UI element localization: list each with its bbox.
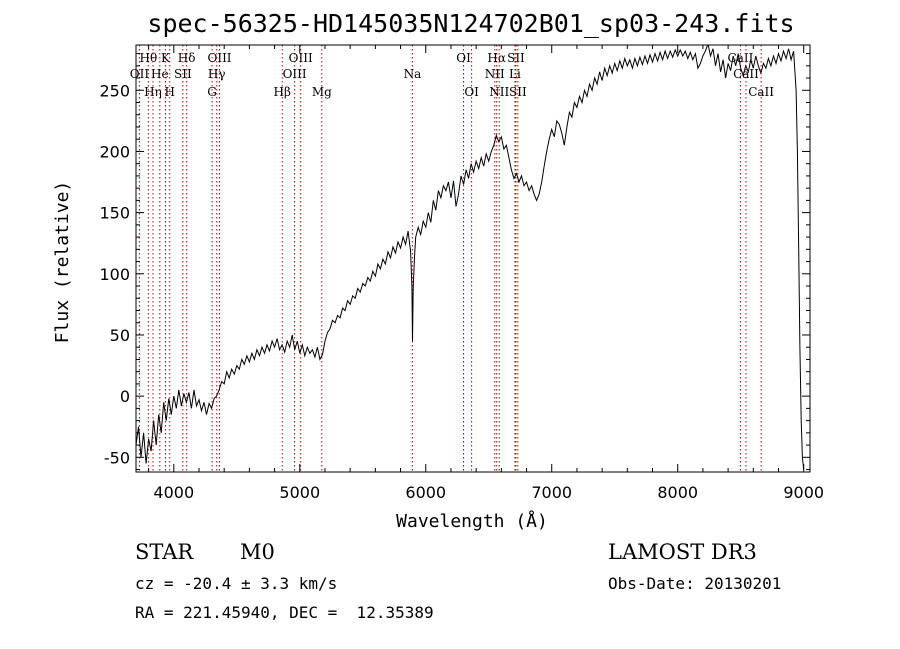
x-tick-label-1: 5000	[279, 483, 320, 502]
line-label-15: Na	[404, 67, 422, 81]
y-tick-label-6: 250	[99, 81, 130, 100]
line-label-14: Mg	[312, 85, 332, 99]
line-label-26: CaII	[748, 85, 774, 99]
line-label-23: SII	[509, 85, 527, 99]
line-label-1: OII	[130, 67, 150, 81]
y-tick-label-0: -50	[104, 448, 130, 467]
spectral-line-markers: Hθ OII Hη He K H Hδ SII OIII Hγ G Hβ OIII OIII Mg Na OI O…	[130, 45, 774, 472]
line-label-16: OI	[456, 51, 471, 65]
line-label-12: OIII	[283, 67, 307, 81]
y-tick-label-4: 150	[99, 204, 130, 223]
line-label-17: OI	[464, 85, 479, 99]
line-label-20: NII	[489, 85, 509, 99]
line-label-5: H	[165, 85, 175, 99]
spectrum-series-0	[136, 45, 805, 470]
line-label-11: Hβ	[274, 85, 291, 99]
line-label-21: SII	[507, 51, 525, 65]
plot-area	[136, 45, 805, 470]
x-axis-label: Wavelength (Å)	[396, 510, 548, 532]
y-tick-label-1: 0	[120, 387, 130, 406]
line-label-24: CaII	[728, 51, 754, 65]
chart-title: spec-56325-HD145035N124702B01_sp03-243.f…	[147, 9, 794, 38]
observation-date: Obs-Date: 20130201	[608, 574, 782, 593]
x-tick-label-0: 4000	[153, 483, 194, 502]
line-label-18: NII	[485, 67, 505, 81]
axis-ticks: 4000 5000 6000 7000 8000 9000 -50 0 50 100 150 200 2…	[99, 45, 824, 502]
line-label-2: Hη	[144, 85, 162, 99]
line-label-7: SII	[174, 67, 192, 81]
object-class: STAR	[135, 540, 194, 564]
line-label-4: K	[161, 51, 171, 65]
redshift-velocity: cz = -20.4 ± 3.3 km/s	[135, 574, 338, 593]
line-label-3: He	[151, 67, 169, 81]
object-subclass: M0	[240, 540, 275, 564]
line-label-22: Li	[509, 67, 521, 81]
line-label-9: Hγ	[208, 67, 226, 81]
line-label-25: CaII	[733, 67, 759, 81]
y-tick-label-3: 100	[99, 265, 130, 284]
coordinates: RA = 221.45940, DEC = 12.35389	[135, 603, 434, 622]
line-label-13: OIII	[289, 51, 313, 65]
x-tick-label-4: 8000	[657, 483, 698, 502]
line-label-0: Hθ	[139, 51, 157, 65]
line-label-8: OIII	[207, 51, 231, 65]
y-axis-label: Flux (relative)	[52, 181, 73, 344]
plot-frame	[135, 44, 811, 473]
y-tick-label-5: 200	[99, 142, 130, 161]
x-tick-label-3: 7000	[531, 483, 572, 502]
survey-name: LAMOST DR3	[608, 540, 757, 564]
line-label-19: Hα	[487, 51, 506, 65]
x-tick-label-5: 9000	[783, 483, 824, 502]
x-tick-label-2: 6000	[405, 483, 446, 502]
y-tick-label-2: 50	[110, 326, 130, 345]
line-label-10: G	[207, 85, 217, 99]
line-label-6: Hδ	[178, 51, 196, 65]
